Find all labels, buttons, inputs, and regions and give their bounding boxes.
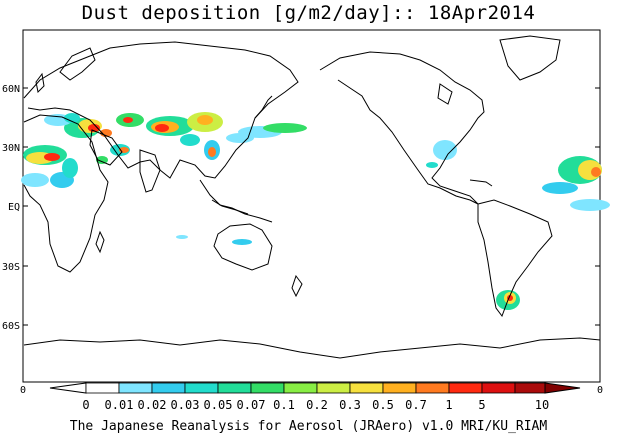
colorbar-low-arrow [49,382,87,394]
colorbar-label: 0.7 [405,398,427,412]
colorbar-bin [415,382,450,394]
colorbar-label: 0.05 [204,398,233,412]
colorbar-bin [481,382,516,394]
colorbar-label: 0.07 [237,398,266,412]
colorbar-label: 0.2 [306,398,328,412]
colorbar-bin [118,382,153,394]
colorbar-bin [184,382,219,394]
colorbar-bin [382,382,417,394]
colorbar-label: 0.02 [138,398,167,412]
lon-label-right: 0 [597,385,603,396]
colorbar-bin [349,382,384,394]
colorbar-bin [250,382,285,394]
map-title: Dust deposition [g/m2/day]:: 18Apr2014 [81,2,536,24]
colorbar-bin [283,382,318,394]
coastlines [23,35,601,359]
colorbar: 0 0.01 0.02 0.03 0.05 0.07 0.1 0.2 0.3 0… [49,382,581,412]
map-frame [22,29,601,383]
colorbar-label: 0.01 [105,398,134,412]
colorbar-label: 5 [478,398,485,412]
colorbar-label: 0 [82,398,89,412]
colorbar-label: 0.3 [339,398,361,412]
lat-label-60n: 60N [2,84,20,95]
dust-field [21,112,610,310]
lon-label-left: 0 [20,385,26,396]
footer-credit: The Japanese Reanalysis for Aerosol (JRA… [69,419,548,434]
colorbar-label: 0.5 [372,398,394,412]
colorbar-label: 0.1 [273,398,295,412]
colorbar-high-arrow [544,382,581,394]
colorbar-bin [448,382,483,394]
lat-label-60s: 60S [2,321,20,332]
colorbar-bin [85,382,120,394]
colorbar-bin [514,382,546,394]
colorbar-label: 10 [535,398,549,412]
colorbar-label: 0.03 [171,398,200,412]
colorbar-label: 1 [445,398,452,412]
lat-label-30s: 30S [2,262,20,273]
lat-label-eq: EQ [8,202,20,213]
lat-label-30n: 30N [2,143,20,154]
colorbar-bin [316,382,351,394]
colorbar-bin [151,382,186,394]
latitude-axis: 60N 30N EQ 30S 60S [2,84,600,332]
colorbar-bin [217,382,252,394]
